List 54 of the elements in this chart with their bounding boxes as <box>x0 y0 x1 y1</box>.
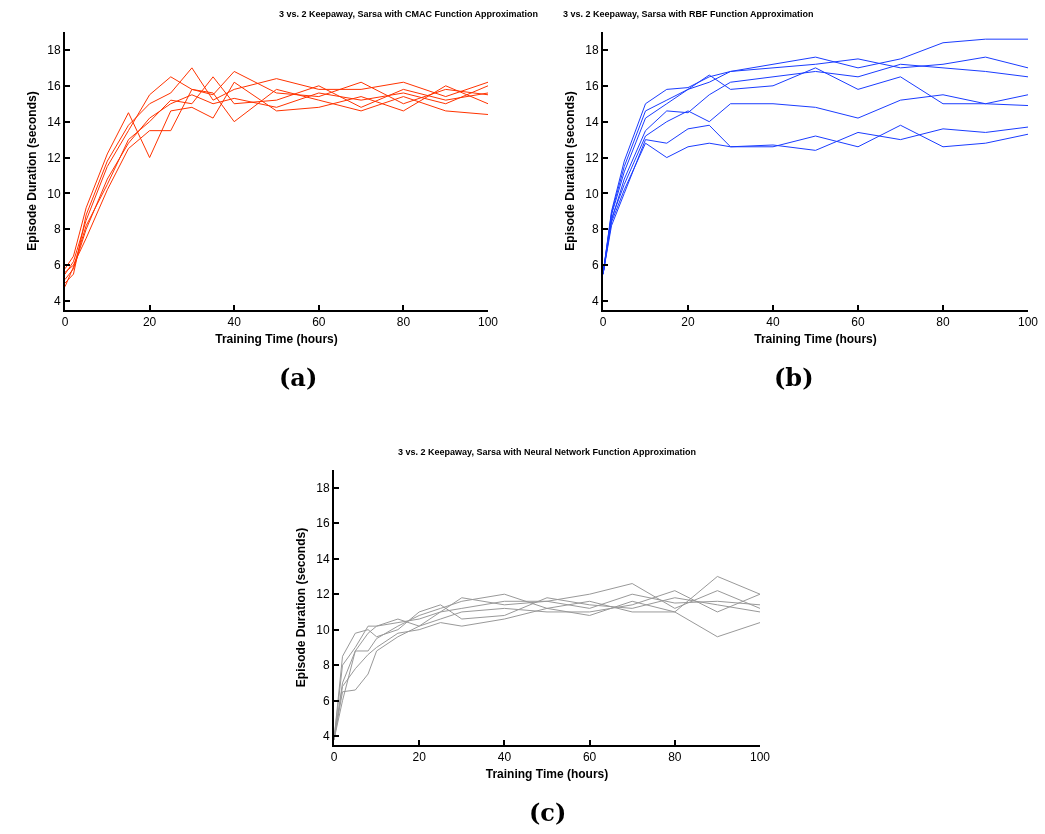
y-tick-label: 8 <box>53 222 61 237</box>
chart-title: 3 vs. 2 Keepaway, Sarsa with RBF Function Approximation <box>563 9 814 19</box>
y-tick-label: 16 <box>47 79 61 94</box>
text: (c) <box>529 798 567 827</box>
y-tick-label: 8 <box>322 658 330 673</box>
y-tick-label: 10 <box>316 622 330 637</box>
x-tick-label: 60 <box>851 315 865 330</box>
x-tick-label: 40 <box>227 315 242 330</box>
x-tick-label: 0 <box>599 315 607 330</box>
text: (b) <box>774 363 814 392</box>
text: (a) <box>279 363 318 392</box>
y-tick-label: 16 <box>585 79 599 94</box>
x-tick-label: 20 <box>412 750 427 765</box>
x-tick-label: 20 <box>142 315 157 330</box>
x-tick-label: 60 <box>312 315 326 330</box>
y-tick-label: 4 <box>53 294 61 309</box>
y-tick-label: 4 <box>322 729 330 744</box>
x-tick-label: 100 <box>749 750 771 765</box>
x-axis-title: Training Time (hours) <box>485 766 609 781</box>
y-tick-label: 4 <box>591 294 599 309</box>
chart-title: 3 vs. 2 Keepaway, Sarsa with CMAC Function Approximation <box>279 9 539 19</box>
x-tick-label: 40 <box>497 750 512 765</box>
y-tick-label: 6 <box>591 258 599 273</box>
y-tick-label: 10 <box>47 186 61 201</box>
x-tick-label: 0 <box>330 750 338 765</box>
x-tick-label: 80 <box>936 315 950 330</box>
y-tick-label: 12 <box>316 587 330 602</box>
x-tick-label: 20 <box>681 315 695 330</box>
y-tick-label: 18 <box>585 43 599 58</box>
x-tick-label: 0 <box>61 315 69 330</box>
chart-title: 3 vs. 2 Keepaway, Sarsa with Neural Network Function Approximation <box>398 447 697 457</box>
y-tick-label: 18 <box>47 43 61 58</box>
y-tick-label: 14 <box>585 114 599 129</box>
y-axis-title: Episode Duration (seconds) <box>25 91 40 251</box>
y-tick-label: 18 <box>316 480 330 495</box>
y-tick-label: 12 <box>47 150 61 165</box>
y-tick-label: 14 <box>316 551 330 566</box>
y-tick-label: 14 <box>47 114 61 129</box>
y-tick-label: 12 <box>585 150 599 165</box>
x-tick-label: 100 <box>477 315 499 330</box>
y-tick-label: 16 <box>316 516 330 531</box>
x-axis-title: Training Time (hours) <box>754 331 877 346</box>
y-tick-label: 6 <box>53 258 61 273</box>
x-tick-label: 100 <box>1017 315 1039 330</box>
y-axis-title: Episode Duration (seconds) <box>294 527 309 688</box>
y-axis-title: Episode Duration (seconds) <box>563 91 578 251</box>
x-tick-label: 80 <box>396 315 411 330</box>
y-tick-label: 10 <box>585 186 599 201</box>
y-tick-label: 6 <box>322 693 330 708</box>
x-tick-label: 60 <box>582 750 597 765</box>
x-axis-title: Training Time (hours) <box>215 331 338 346</box>
x-tick-label: 80 <box>668 750 682 765</box>
x-tick-label: 40 <box>766 315 780 330</box>
y-tick-label: 8 <box>591 222 599 237</box>
